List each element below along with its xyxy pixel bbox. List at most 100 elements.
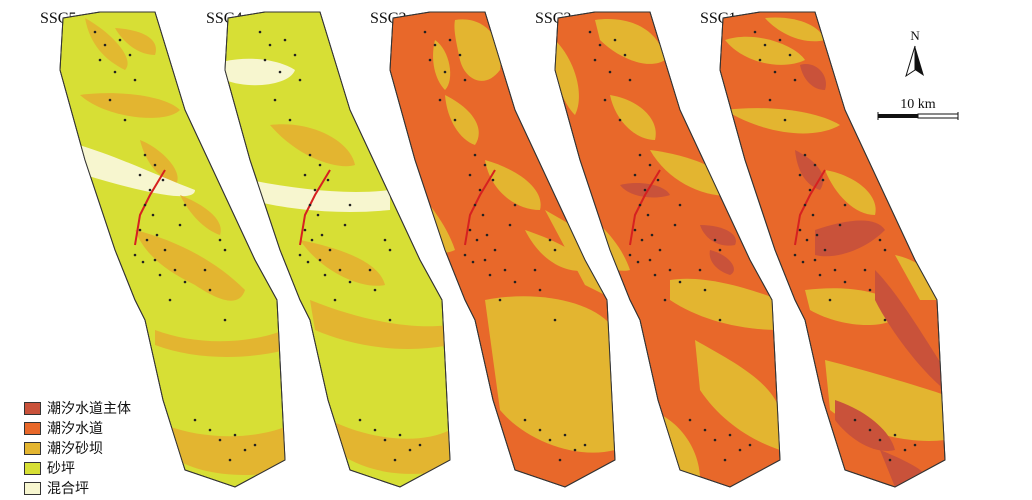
well-point <box>316 213 320 217</box>
well-point <box>298 253 302 257</box>
well-point <box>303 173 307 177</box>
well-point <box>123 118 127 122</box>
well-point <box>145 238 149 242</box>
well-point <box>638 203 642 207</box>
well-point <box>475 238 479 242</box>
well-point <box>133 78 137 82</box>
well-point <box>893 433 897 437</box>
well-point <box>628 78 632 82</box>
well-point <box>638 153 642 157</box>
well-point <box>658 248 662 252</box>
well-point <box>328 248 332 252</box>
well-point <box>553 248 557 252</box>
well-point <box>223 248 227 252</box>
well-point <box>878 238 882 242</box>
well-point <box>498 298 502 302</box>
well-point <box>278 70 282 74</box>
well-point <box>473 153 477 157</box>
well-point <box>533 268 537 272</box>
well-point <box>778 38 782 42</box>
well-point <box>138 228 142 232</box>
well-point <box>98 58 102 62</box>
well-point <box>753 30 757 34</box>
legend-label: 潮汐水道主体 <box>47 401 131 417</box>
well-point <box>223 318 227 322</box>
well-point <box>273 98 277 102</box>
well-point <box>168 298 172 302</box>
well-point <box>306 260 310 264</box>
well-point <box>258 30 262 34</box>
well-point <box>503 268 507 272</box>
well-point <box>648 163 652 167</box>
well-point <box>640 238 644 242</box>
well-point <box>178 223 182 227</box>
well-point <box>650 233 654 237</box>
legend-label: 砂坪 <box>47 461 75 477</box>
legend-item-channel: 潮汐水道 <box>24 418 131 438</box>
well-point <box>588 30 592 34</box>
well-point <box>383 238 387 242</box>
well-point <box>548 438 552 442</box>
well-point <box>513 280 517 284</box>
well-point <box>623 53 627 57</box>
well-point <box>878 438 882 442</box>
well-point <box>358 418 362 422</box>
well-point <box>838 223 842 227</box>
well-point <box>393 458 397 462</box>
well-point <box>233 433 237 437</box>
well-point <box>318 258 322 262</box>
well-point <box>320 233 324 237</box>
well-point <box>288 118 292 122</box>
legend-item-main-channel: 潮汐水道主体 <box>24 398 131 418</box>
well-point <box>713 438 717 442</box>
well-point <box>758 58 762 62</box>
well-point <box>118 38 122 42</box>
well-point <box>903 448 907 452</box>
legend-swatch <box>24 481 41 495</box>
well-point <box>868 288 872 292</box>
well-point <box>463 78 467 82</box>
well-point <box>228 458 232 462</box>
well-point <box>453 118 457 122</box>
well-point <box>563 433 567 437</box>
well-point <box>646 213 650 217</box>
well-point <box>863 268 867 272</box>
well-point <box>448 38 452 42</box>
well-point <box>738 448 742 452</box>
well-point <box>793 253 797 257</box>
well-point <box>218 238 222 242</box>
well-point <box>383 438 387 442</box>
well-point <box>208 428 212 432</box>
well-point <box>803 203 807 207</box>
well-point <box>828 298 832 302</box>
north-arrow: N <box>905 28 924 78</box>
well-point <box>488 273 492 277</box>
well-point <box>310 238 314 242</box>
well-point <box>183 203 187 207</box>
well-point <box>748 443 752 447</box>
well-point <box>513 203 517 207</box>
well-point <box>468 228 472 232</box>
well-point <box>193 418 197 422</box>
legend-label: 潮汐砂坝 <box>47 441 103 457</box>
well-point <box>243 448 247 452</box>
well-points <box>93 30 917 462</box>
well-point <box>805 238 809 242</box>
well-point <box>283 38 287 42</box>
well-point <box>308 153 312 157</box>
well-point <box>913 443 917 447</box>
well-point <box>801 260 805 264</box>
well-point <box>553 318 557 322</box>
well-point <box>268 43 272 47</box>
well-point <box>203 268 207 272</box>
well-point <box>398 433 402 437</box>
well-point <box>853 418 857 422</box>
well-point <box>348 203 352 207</box>
well-point <box>783 118 787 122</box>
well-point <box>138 173 142 177</box>
well-point <box>433 43 437 47</box>
well-point <box>93 30 97 34</box>
well-point <box>483 163 487 167</box>
legend-label: 潮汐水道 <box>47 421 103 437</box>
